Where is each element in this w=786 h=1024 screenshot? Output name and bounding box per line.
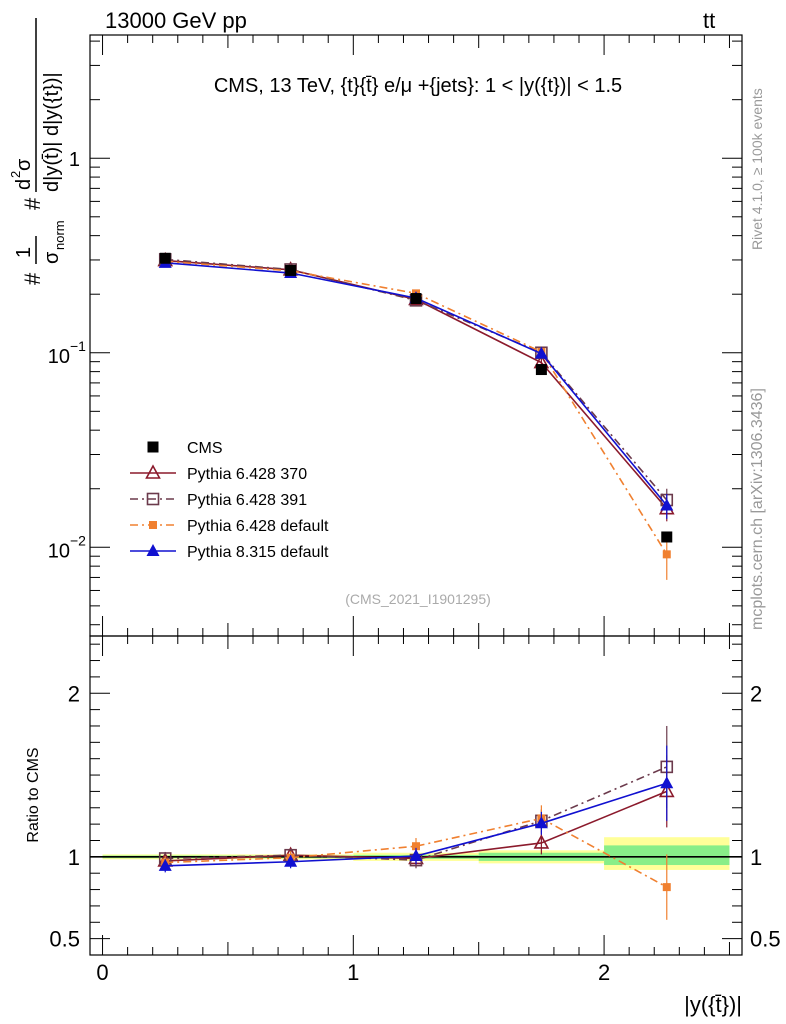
x-tick-label: 1 bbox=[347, 960, 359, 985]
legend-entry-3: Pythia 6.428 default bbox=[130, 518, 329, 535]
legend: CMS Pythia 6.428 370 Pythia 6.428 391 Pythi… bbox=[130, 440, 329, 561]
main-data-point bbox=[535, 364, 547, 376]
ratio-data-point bbox=[660, 776, 674, 789]
ratio-series-line bbox=[165, 766, 668, 861]
main-data-point bbox=[662, 550, 671, 559]
main-y-tick-label: 10 bbox=[48, 540, 70, 562]
x-tick-label: 2 bbox=[598, 960, 610, 985]
ratio-axis-ticks bbox=[90, 636, 742, 956]
legend-marker bbox=[149, 521, 157, 529]
main-series-layer bbox=[157, 251, 675, 580]
main-y-axis-label: # 1 σ norm # d 2 σ d|y(t̄)| d|y({t})| bbox=[8, 18, 67, 285]
ylabel-hash-2: # bbox=[20, 197, 45, 210]
process-bar: ¯ bbox=[719, 0, 732, 19]
rivet-label: Rivet 4.1.0, ≥ 100k events bbox=[749, 88, 765, 250]
main-data-point bbox=[285, 264, 297, 276]
header-process-label: tt bbox=[703, 8, 715, 33]
ratio-y-tick-label-left: 2 bbox=[68, 681, 80, 706]
ratio-y-tick-label-left: 1 bbox=[68, 845, 80, 870]
ylabel-frac2-den: d|y(t̄)| d|y({t})| bbox=[41, 72, 63, 192]
ratio-frame bbox=[89, 635, 743, 956]
x-tick-labels: 0 1 2 bbox=[96, 960, 610, 985]
ratio-series-layer bbox=[157, 725, 675, 920]
main-data-point bbox=[660, 498, 674, 511]
ylabel-frac1-den: σ bbox=[41, 251, 63, 264]
main-y-tick-labels: 110−110−2 bbox=[48, 149, 86, 562]
ratio-data-point bbox=[534, 816, 548, 829]
main-data-point bbox=[159, 252, 171, 264]
main-title: CMS, 13 TeV, {t}{t̄} e/μ +{jets}: 1 < |y… bbox=[214, 75, 622, 97]
legend-label: Pythia 8.315 default bbox=[187, 544, 329, 561]
main-data-point bbox=[534, 346, 548, 359]
ratio-y-tick-label-left: 0.5 bbox=[49, 927, 80, 952]
ratio-y-tick-label-right: 1 bbox=[750, 845, 762, 870]
ylabel-frac2-sigma: σ bbox=[13, 158, 35, 171]
main-axis-ticks bbox=[90, 35, 742, 636]
legend-marker bbox=[146, 544, 160, 556]
main-y-tick-exponent: −2 bbox=[70, 532, 86, 548]
ratio-data-point bbox=[412, 842, 420, 851]
analysis-watermark: (CMS_2021_I1901295) bbox=[345, 591, 491, 607]
process-t: tt bbox=[703, 8, 715, 33]
legend-marker bbox=[146, 492, 160, 506]
ratio-panel: 2 2 1 1 0.5 0.5 0 1 2 Ratio to CMS |y({t̄})| bbox=[25, 635, 781, 1017]
ratio-y-tick-labels: 2 2 1 1 0.5 0.5 bbox=[49, 681, 780, 951]
ratio-data-point bbox=[158, 858, 172, 871]
legend-entry-0: CMS bbox=[147, 440, 223, 457]
ratio-y-axis-label: Ratio to CMS bbox=[25, 747, 42, 842]
ratio-data-point bbox=[533, 834, 550, 849]
ylabel-frac1-sub: norm bbox=[52, 220, 67, 250]
main-y-tick-exponent: −1 bbox=[70, 338, 86, 354]
legend-label: Pythia 6.428 370 bbox=[187, 466, 307, 483]
header-energy-label: 13000 GeV pp bbox=[105, 8, 247, 33]
main-panel: 110−110−2 CMS, 13 TeV, {t}{t̄} e/μ +{jet… bbox=[8, 18, 743, 637]
ratio-data-point bbox=[284, 854, 298, 867]
legend-entry-4: Pythia 8.315 default bbox=[130, 544, 329, 561]
x-tick-label: 0 bbox=[96, 960, 108, 985]
main-data-point bbox=[410, 293, 422, 305]
ylabel-frac2-num: d bbox=[13, 179, 35, 190]
main-y-tick-label: 10 bbox=[48, 346, 70, 368]
legend-label: CMS bbox=[187, 440, 223, 457]
ylabel-hash-1: # bbox=[20, 272, 45, 285]
ratio-data-point bbox=[409, 849, 423, 862]
legend-label: Pythia 6.428 391 bbox=[187, 492, 307, 509]
ylabel-frac1-num: 1 bbox=[13, 247, 35, 258]
legend-marker bbox=[145, 464, 161, 479]
ratio-series-3 bbox=[158, 745, 674, 873]
legend-marker bbox=[147, 441, 159, 453]
legend-label: Pythia 6.428 default bbox=[187, 518, 329, 535]
main-data-point bbox=[661, 531, 673, 543]
x-axis-label: |y({t̄})| bbox=[684, 992, 742, 1017]
main-y-tick-label: 1 bbox=[69, 149, 80, 171]
ratio-data-point bbox=[662, 883, 671, 892]
ylabel-frac2-sup: 2 bbox=[8, 171, 23, 178]
mcplots-label: mcplots.cern.ch [arXiv:1306.3436] bbox=[749, 388, 766, 630]
ratio-y-tick-label-right: 2 bbox=[750, 681, 762, 706]
ratio-y-tick-label-right: 0.5 bbox=[750, 927, 781, 952]
legend-entry-2: Pythia 6.428 391 bbox=[130, 492, 307, 509]
main-series-0 bbox=[159, 252, 673, 543]
legend-entry-1: Pythia 6.428 370 bbox=[130, 464, 307, 483]
ratio-series-line bbox=[165, 817, 668, 888]
